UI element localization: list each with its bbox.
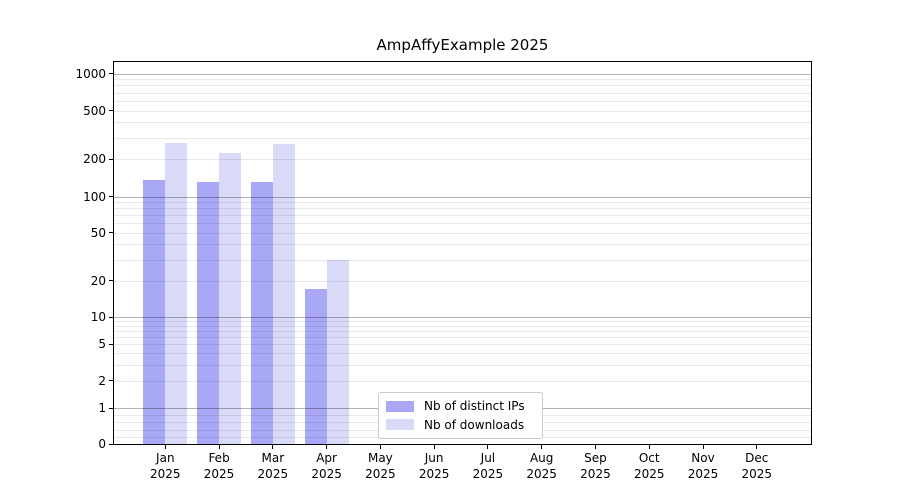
bar-downloads	[326, 259, 349, 444]
gridline-minor	[114, 331, 811, 333]
x-tick-mark	[541, 445, 543, 449]
x-tick-mark	[379, 445, 381, 449]
gridline-minor	[114, 280, 811, 282]
legend-label: Nb of downloads	[424, 417, 525, 432]
gridline-minor	[114, 92, 811, 94]
gridline-minor	[114, 159, 811, 161]
x-tick-mark	[594, 445, 596, 449]
x-tick-label: Apr 2025	[311, 451, 342, 481]
grid-layer	[114, 62, 811, 444]
y-tick-label: 200	[83, 152, 106, 167]
x-tick-mark	[702, 445, 704, 449]
y-tick-label: 10	[90, 310, 106, 324]
gridline-minor	[114, 259, 811, 261]
y-tick-label: 5	[98, 337, 106, 352]
legend-row: Nb of downloads	[386, 418, 535, 432]
y-tick-mark	[109, 443, 113, 445]
y-tick-mark	[109, 316, 113, 318]
x-tick-label: Nov 2025	[687, 451, 719, 481]
x-tick-mark	[164, 445, 166, 449]
bar-distinct-ips	[197, 182, 220, 444]
y-tick-mark	[109, 280, 113, 282]
y-tick-label: 0	[98, 437, 106, 451]
x-tick-label: Oct 2025	[633, 451, 665, 481]
bar-distinct-ips	[143, 180, 166, 444]
y-tick-mark	[109, 343, 113, 345]
y-tick-mark	[109, 158, 113, 160]
y-tick-label: 20	[90, 273, 106, 288]
x-tick-label: Dec 2025	[741, 451, 773, 481]
y-tick-mark	[109, 380, 113, 382]
bar-distinct-ips	[304, 289, 327, 444]
x-tick-mark	[218, 445, 220, 449]
gridline-minor	[114, 202, 811, 203]
legend-label: Nb of distinct IPs	[424, 399, 525, 414]
gridline-minor	[114, 380, 811, 382]
x-tick-mark	[326, 445, 328, 449]
y-tick-mark	[109, 196, 113, 197]
gridline-minor	[114, 100, 811, 102]
bar-downloads	[272, 144, 295, 444]
gridline-minor	[114, 208, 811, 210]
x-tick-label: Feb 2025	[203, 451, 235, 481]
y-tick-label: 50	[90, 225, 106, 240]
gridline-minor	[114, 325, 811, 327]
gridline-major	[114, 196, 811, 198]
x-tick-mark	[433, 445, 435, 449]
y-tick-label: 2	[98, 373, 106, 388]
gridline-minor	[114, 321, 811, 323]
gridline-minor	[114, 337, 811, 339]
gridline-minor	[114, 137, 811, 139]
x-tick-label: Jun 2025	[418, 451, 450, 481]
y-tick-mark	[109, 232, 113, 234]
gridline-minor	[114, 364, 811, 366]
x-tick-label: Mar 2025	[257, 451, 289, 481]
x-tick-label: Jan 2025	[150, 451, 181, 481]
bar-distinct-ips	[250, 182, 273, 444]
gridline-minor	[114, 85, 811, 87]
x-tick-mark	[648, 445, 650, 449]
gridline-minor	[114, 215, 811, 217]
x-tick-label: Aug 2025	[526, 451, 557, 481]
gridline-minor	[114, 110, 811, 112]
y-tick-label: 100	[83, 189, 106, 204]
legend-row: Nb of distinct IPs	[386, 399, 535, 413]
y-tick-label: 1000	[75, 66, 106, 81]
gridline-major	[114, 317, 811, 318]
x-tick-mark	[756, 445, 758, 449]
gridline-major	[114, 73, 811, 75]
chart-title: AmpAffyExample 2025	[376, 36, 549, 54]
y-tick-label: 500	[83, 103, 106, 118]
legend: Nb of distinct IPs Nb of downloads	[378, 392, 543, 439]
y-tick-mark	[109, 73, 113, 74]
x-tick-mark	[487, 445, 489, 449]
x-tick-label: Sep 2025	[580, 451, 611, 481]
x-tick-label: Jul 2025	[472, 451, 504, 481]
legend-swatch	[386, 419, 414, 431]
gridline-minor	[114, 232, 811, 234]
y-tick-mark	[109, 407, 113, 409]
bar-downloads	[165, 143, 188, 444]
y-tick-mark	[109, 110, 113, 112]
gridline-minor	[114, 79, 811, 81]
bars-layer	[114, 62, 811, 444]
y-tick-label: 1	[98, 401, 106, 415]
bar-downloads	[219, 153, 242, 444]
legend-swatch	[386, 400, 414, 412]
gridline-minor	[114, 223, 811, 225]
gridline-minor	[114, 244, 811, 246]
gridline-minor	[114, 344, 811, 346]
gridline-minor	[114, 353, 811, 355]
x-tick-label: May 2025	[365, 451, 396, 481]
gridline-minor	[114, 122, 811, 124]
x-tick-mark	[272, 445, 274, 449]
plot-area: Nb of distinct IPs Nb of downloads	[113, 61, 812, 445]
